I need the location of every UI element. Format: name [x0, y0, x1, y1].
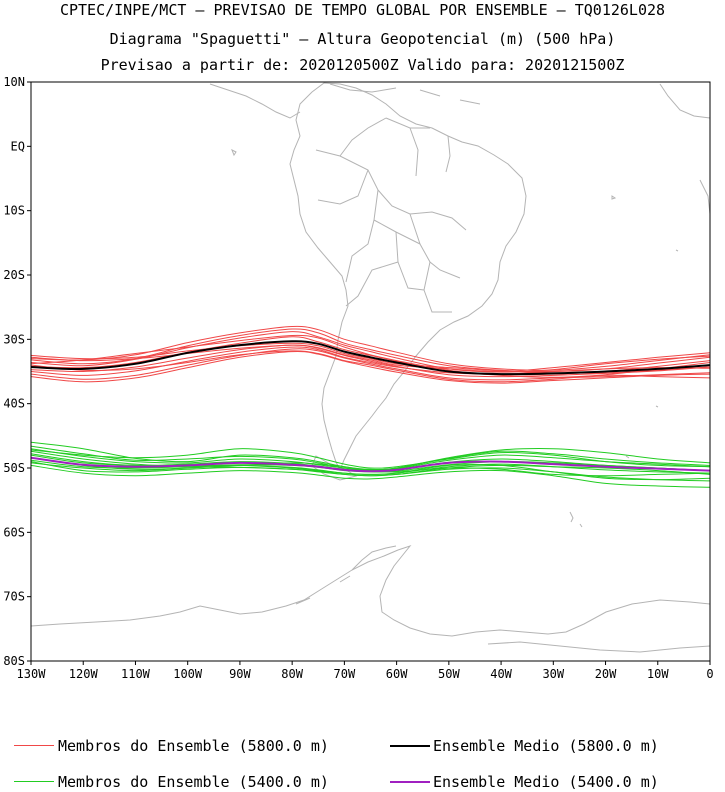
- country-borders: [315, 117, 467, 313]
- lat-tick-label: 40S: [3, 397, 25, 411]
- coastlines: [31, 82, 710, 653]
- lat-tick-label: EQ: [11, 139, 25, 153]
- member-5800-line: [31, 344, 710, 378]
- mean-5400-line: [31, 456, 710, 473]
- member-5400-line: [31, 464, 710, 488]
- south-america-coast: [289, 82, 527, 472]
- lon-tick-label: 80W: [281, 667, 303, 681]
- mean-5800-line: [31, 340, 710, 376]
- legend-members-5400-line: [14, 781, 54, 782]
- title-line-3: Previsao a partir de: 2020120500Z Valido…: [100, 56, 625, 74]
- member-5400-line: [31, 448, 710, 469]
- antarctic-peninsula-coast: [295, 545, 397, 605]
- lat-tick-label: 10N: [3, 75, 25, 89]
- lat-tick-label: 50S: [3, 461, 25, 475]
- islands: [231, 148, 679, 528]
- member-5800-line: [31, 334, 710, 378]
- lat-tick-label: 20S: [3, 268, 25, 282]
- lon-tick-label: 60W: [386, 667, 408, 681]
- lon-tick-label: 130W: [17, 667, 47, 681]
- lat-tick-label: 10S: [3, 204, 25, 218]
- member-5800-line: [31, 350, 710, 383]
- antarctica-coast: [31, 544, 710, 653]
- member-5800-line: [31, 344, 710, 373]
- lon-tick-label: 10W: [647, 667, 669, 681]
- lon-tick-label: 50W: [438, 667, 460, 681]
- member-5800-line: [31, 325, 710, 371]
- lon-tick-label: 70W: [334, 667, 356, 681]
- lat-tick-label: 80S: [3, 654, 25, 668]
- legend-mean-5400-label: Ensemble Medio (5400.0 m): [433, 773, 659, 791]
- africa-coast: [659, 83, 710, 215]
- map-frame: [30, 81, 711, 662]
- lon-tick-label: 90W: [229, 667, 251, 681]
- title-line-2: Diagrama "Spaguetti" — Altura Geopotenci…: [109, 30, 616, 48]
- member-5800-line: [31, 328, 710, 373]
- member-5400-line: [31, 462, 710, 477]
- legend-mean-5800-line: [390, 745, 430, 747]
- lon-tick-label: 40W: [490, 667, 512, 681]
- legend-mean-5400-line: [390, 781, 430, 783]
- lon-tick-label: 30W: [542, 667, 564, 681]
- lon-tick-label: 120W: [69, 667, 99, 681]
- central-america-coast: [209, 83, 481, 119]
- lat-tick-label: 30S: [3, 332, 25, 346]
- lat-tick-label: 60S: [3, 525, 25, 539]
- member-5400-line: [31, 445, 710, 472]
- lat-tick-label: 70S: [3, 590, 25, 604]
- member-5800-line: [31, 331, 710, 373]
- lon-tick-label: 20W: [595, 667, 617, 681]
- title-line-1: CPTEC/INPE/MCT — PREVISAO DE TEMPO GLOBA…: [59, 1, 666, 19]
- lon-tick-label: 110W: [121, 667, 151, 681]
- contour-lines: [31, 325, 710, 488]
- lon-tick-label: 100W: [173, 667, 203, 681]
- legend-members-5800-label: Membros do Ensemble (5800.0 m): [58, 737, 329, 755]
- legend-members-5400-label: Membros do Ensemble (5400.0 m): [58, 773, 329, 791]
- lon-tick-label: 0: [706, 667, 713, 681]
- legend-mean-5800-label: Ensemble Medio (5800.0 m): [433, 737, 659, 755]
- member-5800-line: [31, 350, 710, 384]
- legend-members-5800-line: [14, 745, 54, 746]
